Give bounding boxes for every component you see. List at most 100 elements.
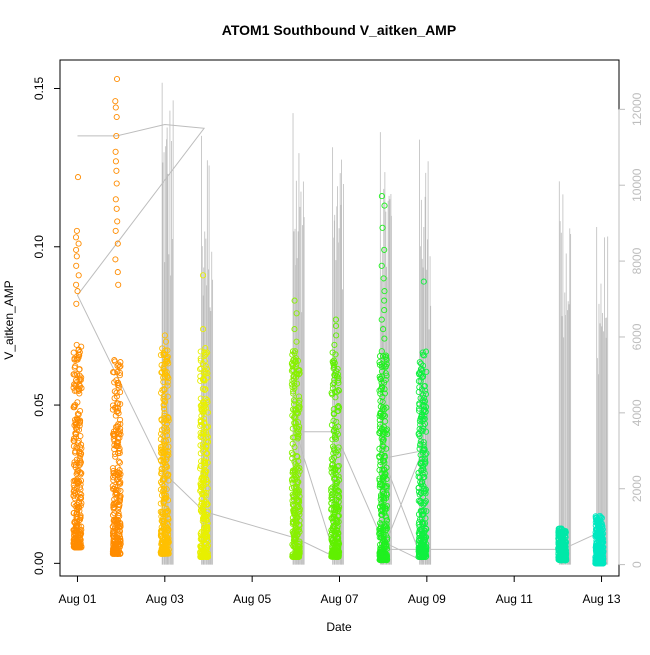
data-point xyxy=(379,436,386,443)
data-point xyxy=(421,445,428,452)
data-point xyxy=(112,483,119,491)
data-point xyxy=(161,332,168,339)
data-point xyxy=(289,440,296,447)
data-point xyxy=(335,407,342,414)
data-point xyxy=(288,367,295,374)
data-point xyxy=(330,471,337,479)
data-point xyxy=(202,345,209,352)
data-point xyxy=(421,474,428,481)
data-point xyxy=(292,550,299,557)
data-point xyxy=(420,486,427,493)
data-point xyxy=(74,541,81,548)
left-y-axis: 0.00 0.05 0.10 0.15 xyxy=(32,76,61,575)
data-point xyxy=(417,526,424,533)
data-point xyxy=(200,428,207,435)
data-point xyxy=(288,449,295,456)
x-tick-label: Aug 09 xyxy=(408,592,446,606)
data-point xyxy=(72,363,79,370)
data-point xyxy=(383,464,390,471)
data-point xyxy=(415,511,423,518)
data-point xyxy=(335,512,342,519)
data-point xyxy=(165,451,172,459)
data-point xyxy=(160,405,168,412)
data-point xyxy=(593,558,600,565)
data-point xyxy=(73,262,80,269)
data-point xyxy=(558,525,565,532)
data-point xyxy=(163,432,171,439)
data-point xyxy=(594,526,601,533)
data-point xyxy=(197,357,204,364)
data-point xyxy=(421,552,428,559)
data-point xyxy=(293,501,300,508)
data-point xyxy=(333,483,340,490)
data-point xyxy=(110,467,117,475)
data-point xyxy=(383,536,391,543)
data-point xyxy=(200,516,207,523)
data-point xyxy=(164,379,171,386)
data-point xyxy=(113,499,120,507)
data-point xyxy=(204,508,211,515)
data-point xyxy=(376,503,384,510)
data-point xyxy=(417,547,424,554)
data-point xyxy=(330,445,337,452)
data-point xyxy=(332,517,339,525)
data-point xyxy=(422,387,429,394)
data-point xyxy=(376,477,383,484)
data-point xyxy=(161,373,168,380)
data-point xyxy=(556,555,563,562)
data-point xyxy=(112,227,119,234)
data-point xyxy=(204,501,211,508)
data-point xyxy=(380,541,388,548)
data-point xyxy=(289,412,296,419)
data-point xyxy=(78,500,85,507)
data-point xyxy=(117,471,124,478)
data-point xyxy=(417,442,424,449)
data-point xyxy=(164,463,171,470)
data-point xyxy=(419,417,426,424)
data-point xyxy=(201,377,208,384)
data-point xyxy=(110,529,117,536)
data-point xyxy=(334,467,342,474)
data-point xyxy=(560,555,567,562)
data-point xyxy=(115,361,122,368)
data-point xyxy=(292,348,299,355)
data-point xyxy=(161,386,168,393)
data-point xyxy=(381,390,388,397)
data-point xyxy=(330,417,337,424)
x-axis: Aug 01 Aug 03 Aug 05 Aug 07 Aug 09 Aug 11 Aug … xyxy=(58,575,621,606)
scatter-series xyxy=(157,332,172,557)
data-point xyxy=(595,522,603,529)
data-point xyxy=(73,227,80,234)
data-point xyxy=(114,423,121,430)
data-point xyxy=(157,446,165,453)
data-point xyxy=(164,515,171,522)
data-point xyxy=(334,523,341,530)
data-point xyxy=(296,464,303,472)
data-point xyxy=(294,481,301,488)
data-point xyxy=(113,180,120,187)
data-point xyxy=(377,557,384,564)
data-point xyxy=(558,549,565,556)
data-point xyxy=(198,532,205,539)
data-point xyxy=(380,275,387,282)
data-point xyxy=(381,509,388,516)
data-point xyxy=(199,481,206,488)
y-tick-label: 0.10 xyxy=(32,235,46,259)
data-point xyxy=(330,546,337,553)
data-point xyxy=(157,500,164,507)
data-point xyxy=(331,341,338,348)
data-point xyxy=(422,348,430,355)
scatter-series xyxy=(415,278,430,561)
data-point xyxy=(72,503,79,510)
data-point xyxy=(198,529,205,536)
data-point xyxy=(560,531,567,538)
data-point xyxy=(376,481,384,488)
data-point xyxy=(418,427,425,434)
data-point xyxy=(329,457,336,464)
data-point xyxy=(596,547,603,554)
data-point xyxy=(197,366,204,373)
data-point xyxy=(157,486,164,493)
data-point xyxy=(112,256,119,263)
data-point xyxy=(162,338,169,345)
data-point xyxy=(76,484,83,491)
